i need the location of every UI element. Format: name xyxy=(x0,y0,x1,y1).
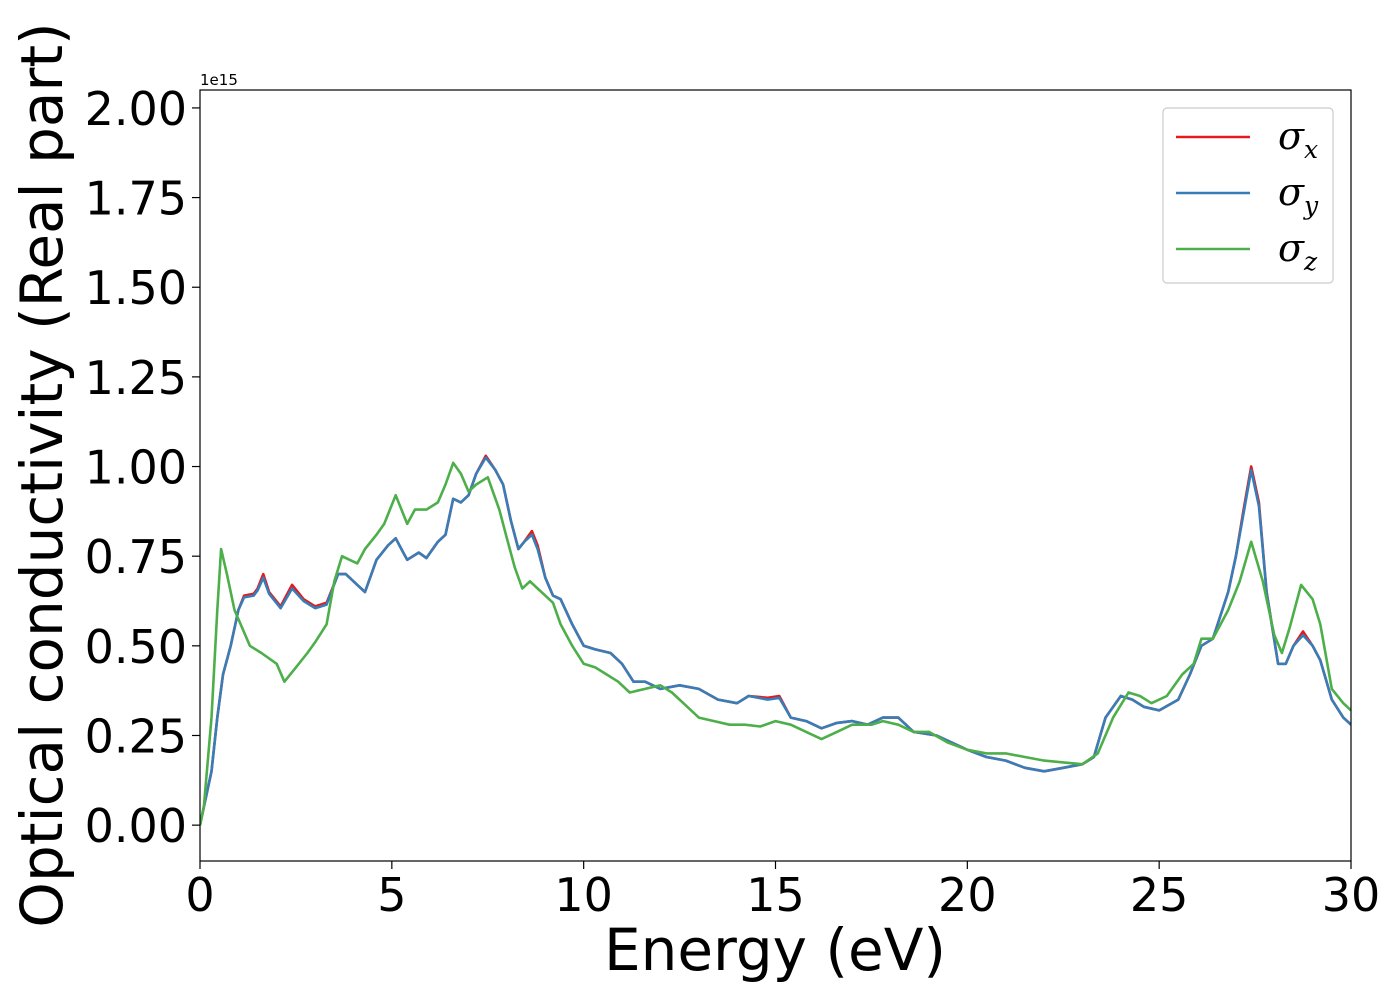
y-tick-label: 1.00 xyxy=(85,441,187,495)
series-line-x xyxy=(200,454,1351,826)
x-tick-label: 15 xyxy=(746,868,805,922)
series-line-y xyxy=(200,456,1351,826)
y-tick-label: 0.00 xyxy=(85,799,187,853)
series-line-z xyxy=(200,461,1351,826)
y-tick-label: 0.50 xyxy=(85,620,187,674)
y-tick-label: 0.75 xyxy=(85,530,187,584)
y-axis-label: Optical conductivity (Real part) xyxy=(8,22,76,927)
legend-box xyxy=(1162,107,1334,284)
y-tick-label: 1.50 xyxy=(85,261,187,315)
x-axis-ticks: 0 5 10 15 20 25 30 xyxy=(185,861,1380,922)
y-tick-label: 2.00 xyxy=(85,82,187,136)
x-tick-label: 25 xyxy=(1130,868,1189,922)
x-axis-label: Energy (eV) xyxy=(604,916,946,984)
x-tick-label: 10 xyxy=(554,868,613,922)
y-axis-offset-text: 1e15 xyxy=(200,71,238,89)
y-axis-ticks: 0.00 0.25 0.50 0.75 1.00 1.25 1.50 1.75 2.00 xyxy=(85,82,200,853)
series-lines xyxy=(200,454,1351,826)
y-tick-label: 1.25 xyxy=(85,351,187,405)
y-tick-label: 0.25 xyxy=(85,709,187,763)
y-tick-label: 1.75 xyxy=(85,172,187,226)
x-tick-label: 20 xyxy=(938,868,997,922)
x-tick-label: 30 xyxy=(1322,868,1381,922)
x-tick-label: 5 xyxy=(377,868,406,922)
x-tick-label: 0 xyxy=(185,868,214,922)
